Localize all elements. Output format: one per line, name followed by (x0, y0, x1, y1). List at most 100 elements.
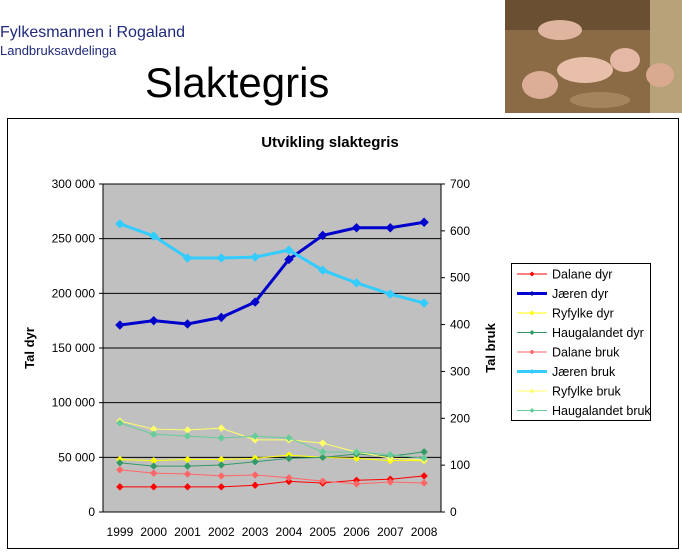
legend-label: Dalane bruk (552, 346, 620, 360)
point-marker (285, 474, 293, 482)
point-marker (216, 312, 227, 323)
point-marker (149, 430, 158, 438)
point-marker (116, 466, 124, 474)
legend-marker (529, 330, 535, 335)
legend-label: Dalane dyr (552, 268, 612, 282)
point-marker (183, 483, 192, 491)
point-marker (284, 245, 294, 255)
point-marker (419, 298, 429, 308)
y2-tick-label: 0 (450, 505, 457, 519)
point-marker (116, 483, 124, 491)
department: Landbruksavdelinga (0, 43, 117, 58)
point-marker (317, 230, 328, 241)
series-line (119, 469, 425, 485)
y2-tick-label: 500 (450, 271, 470, 285)
y-tick-label: 250 000 (52, 232, 96, 246)
legend-label: Haugalandet bruk (552, 404, 651, 418)
point-marker (183, 432, 192, 440)
y2-tick-label: 200 (450, 411, 470, 425)
point-marker (351, 278, 362, 288)
point-marker (318, 453, 327, 462)
series-line (119, 222, 425, 305)
legend-label: Ryfylke bruk (552, 385, 622, 399)
y-tick-label: 150 000 (52, 341, 96, 355)
point-marker (251, 436, 259, 444)
x-tick-label: 1999 (107, 525, 134, 539)
point-marker (352, 454, 361, 463)
legend (511, 263, 651, 421)
y2-tick-label: 600 (450, 224, 470, 238)
point-marker (420, 472, 428, 480)
point-marker (217, 483, 226, 491)
point-marker (385, 289, 396, 299)
y-tick-label: 200 000 (52, 286, 96, 300)
point-marker (217, 434, 226, 442)
point-marker (148, 231, 159, 241)
point-marker (183, 470, 192, 478)
series-line (119, 475, 425, 488)
point-marker (182, 319, 193, 329)
legend-marker (529, 271, 535, 277)
x-tick-label: 2008 (411, 525, 438, 539)
legend-label: Jæren bruk (552, 365, 616, 379)
point-marker (149, 469, 158, 477)
y-tick-label: 300 000 (52, 177, 96, 191)
point-marker (148, 315, 159, 326)
point-marker (116, 419, 124, 427)
point-marker (318, 448, 327, 456)
point-marker (420, 454, 428, 462)
point-marker (352, 480, 361, 488)
point-marker (217, 461, 226, 469)
point-marker (251, 432, 259, 440)
y-tick-label: 0 (88, 505, 95, 519)
point-marker (386, 451, 395, 459)
point-marker (250, 297, 260, 307)
photo (505, 0, 682, 113)
x-tick-label: 2006 (343, 525, 370, 539)
point-marker (115, 320, 125, 330)
point-marker (420, 479, 428, 487)
point-marker (217, 424, 226, 432)
x-tick-label: 2003 (242, 525, 269, 539)
point-marker (386, 478, 395, 486)
y2-tick-label: 700 (450, 177, 470, 191)
point-marker (318, 477, 327, 485)
y2-tick-label: 300 (450, 364, 470, 378)
point-marker (352, 448, 361, 456)
series-line (119, 220, 425, 327)
legend-marker (529, 291, 535, 296)
legend-label: Ryfylke dyr (552, 307, 614, 321)
legend-marker (529, 310, 535, 316)
org-name: Fylkesmannen i Rogaland (0, 24, 185, 41)
series-line (119, 454, 425, 462)
series-line (119, 422, 425, 459)
legend-marker (529, 369, 535, 374)
y2-tick-label: 100 (450, 458, 470, 472)
y-tick-label: 50 000 (58, 450, 95, 464)
point-marker (318, 439, 327, 447)
x-tick-label: 2000 (140, 525, 167, 539)
x-tick-label: 2001 (174, 525, 201, 539)
point-marker (116, 459, 124, 467)
point-marker (115, 219, 125, 229)
point-marker (317, 265, 328, 275)
x-tick-label: 2007 (377, 525, 404, 539)
point-marker (250, 252, 260, 262)
point-marker (149, 462, 158, 470)
point-marker (149, 483, 158, 491)
legend-marker (529, 408, 535, 413)
point-marker (251, 471, 259, 479)
y-tick-label: 100 000 (52, 396, 96, 410)
point-marker (284, 254, 294, 265)
point-marker (251, 457, 259, 466)
point-marker (183, 462, 192, 470)
point-marker (351, 223, 362, 233)
point-marker (385, 223, 396, 233)
legend-marker (529, 349, 535, 355)
legend-label: Haugalandet dyr (552, 326, 644, 340)
y2-tick-label: 400 (450, 318, 470, 332)
x-tick-label: 2004 (276, 525, 303, 539)
point-marker (216, 253, 227, 263)
